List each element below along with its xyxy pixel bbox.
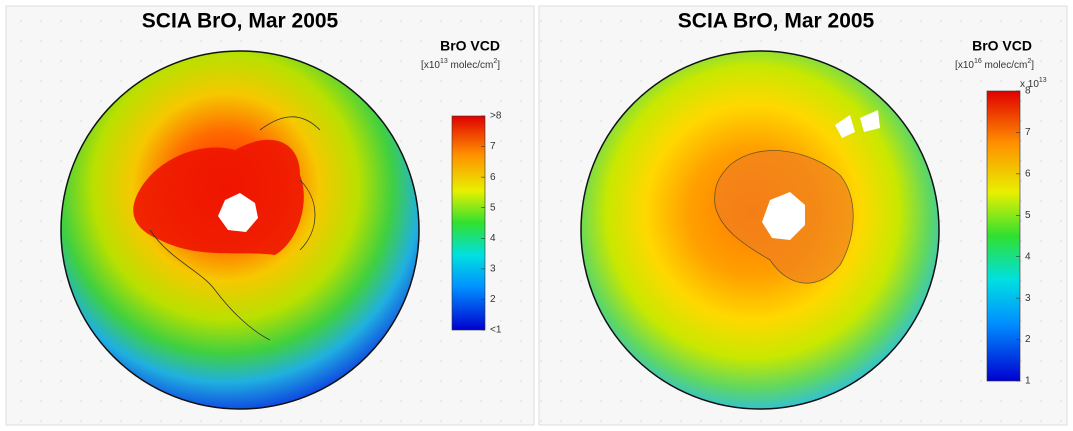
legend-title: BrO VCD: [972, 38, 1032, 54]
colorbar-tick-label: 5: [490, 202, 496, 213]
unit-text: ]: [1031, 60, 1034, 71]
colorbar: [986, 90, 1021, 382]
map-title: SCIA BrO, Mar 2005: [142, 10, 339, 33]
colorbar-tick-label: >8: [490, 111, 502, 122]
polar-gap: [218, 193, 258, 232]
unit-exponent: 2: [493, 58, 497, 65]
unit-text: molec/cm: [448, 60, 494, 71]
colorbar-tick-label: 2: [1025, 334, 1031, 345]
unit-text: [x10: [421, 60, 440, 71]
colorbar-multiplier: x 1013: [1020, 77, 1047, 90]
colorbar-tick-label: 1: [1025, 376, 1031, 387]
colorbar-tick-label: 7: [1025, 127, 1031, 138]
colorbar-tick-label: 6: [490, 172, 496, 183]
unit-exponent: 16: [974, 58, 982, 65]
colorbar-tick-label: 6: [1025, 168, 1031, 179]
colorbar-tick-label: 8: [1025, 86, 1031, 97]
legend-unit: [x1016 molec/cm2]: [955, 58, 1034, 71]
polar-gap: [762, 192, 805, 240]
colorbar-tick-label: 5: [1025, 210, 1031, 221]
legend-unit: [x1013 molec/cm2]: [421, 58, 500, 71]
unit-text: ]: [497, 60, 500, 71]
unit-exponent: 13: [440, 58, 448, 65]
multiplier-exponent: 13: [1039, 77, 1047, 84]
colorbar-tick-label: 4: [1025, 251, 1031, 262]
high-bro-region: [133, 139, 304, 255]
map-title: SCIA BrO, Mar 2005: [678, 10, 875, 33]
unit-text: [x10: [955, 60, 974, 71]
coastline: [149, 116, 321, 341]
missing-data: [835, 110, 880, 138]
colorbar-tick-label: 7: [490, 141, 496, 152]
colorbar-tick-label: 4: [490, 233, 496, 244]
colorbar: [451, 115, 486, 331]
colorbar-tick-label: <1: [490, 325, 502, 336]
unit-exponent: 2: [1027, 58, 1031, 65]
multiplier-base: x 10: [1020, 79, 1039, 90]
unit-text: molec/cm: [982, 60, 1028, 71]
colorbar-tick-label: 3: [490, 263, 496, 274]
legend-title: BrO VCD: [440, 38, 500, 54]
colorbar-tick-label: 3: [1025, 293, 1031, 304]
colorbar-tick-label: 2: [490, 294, 496, 305]
